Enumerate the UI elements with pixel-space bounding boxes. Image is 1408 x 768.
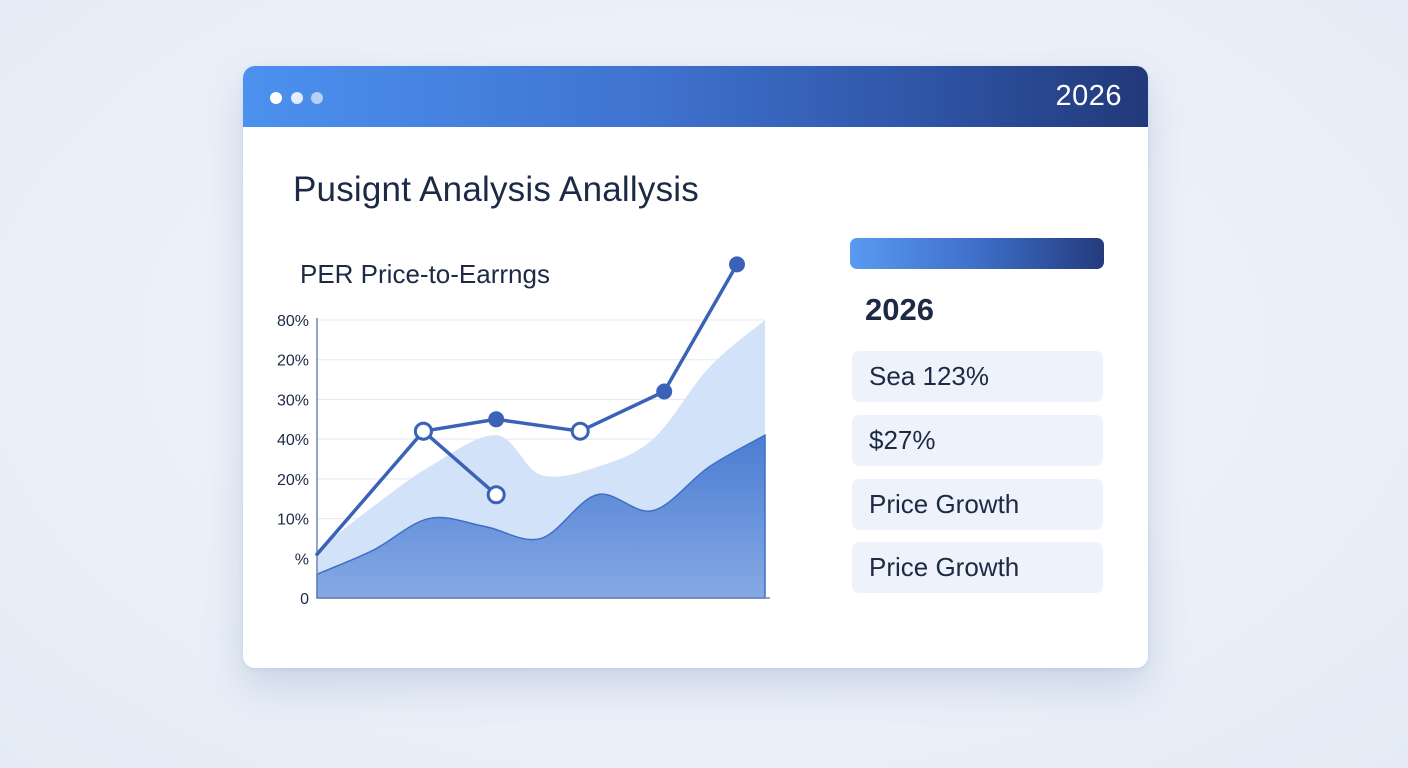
series-line — [421, 429, 498, 497]
window-dot-minimize[interactable] — [291, 92, 303, 104]
sidebar-accent-bar — [850, 238, 1104, 269]
data-point — [488, 411, 505, 428]
y-tick-label: % — [295, 551, 309, 568]
chart-title: PER Price-to-Earrngs — [300, 259, 550, 289]
data-point-hollow — [413, 421, 433, 441]
y-tick-label: 40% — [277, 432, 309, 449]
window-dot-close[interactable] — [270, 92, 282, 104]
title-bar: 2026 — [243, 66, 1148, 127]
page-title: Pusignt Analysis Anallysis — [293, 170, 699, 209]
window-dot-maximize[interactable] — [311, 92, 323, 104]
sidebar-year: 2026 — [865, 292, 934, 327]
y-tick-label: 20% — [277, 353, 309, 370]
y-tick-label: 20% — [277, 472, 309, 489]
y-tick-label: 10% — [277, 512, 309, 529]
year-badge: 2026 — [1055, 80, 1122, 112]
data-point — [656, 383, 673, 400]
data-point-hollow — [570, 421, 590, 441]
data-point-hollow — [486, 485, 506, 505]
area-dark — [316, 433, 766, 599]
pe-chart: 80% 20% 30% 40% 20% 10%% 0 — [277, 256, 770, 608]
y-tick-label: 0 — [300, 591, 309, 608]
y-tick-label: 80% — [277, 313, 309, 330]
y-tick-label: 30% — [277, 392, 309, 409]
stat-card-dollar[interactable]: $27% — [852, 415, 1103, 466]
series-line — [315, 262, 739, 557]
stat-card-sea[interactable]: Sea 123% — [852, 351, 1103, 402]
data-point — [729, 256, 745, 273]
stat-card-price-growth-2[interactable]: Price Growth — [852, 542, 1103, 593]
app-window: 2026 Pusignt Analysis Anallysis PER Pric… — [243, 66, 1148, 668]
stat-card-price-growth-1[interactable]: Price Growth — [852, 479, 1103, 530]
